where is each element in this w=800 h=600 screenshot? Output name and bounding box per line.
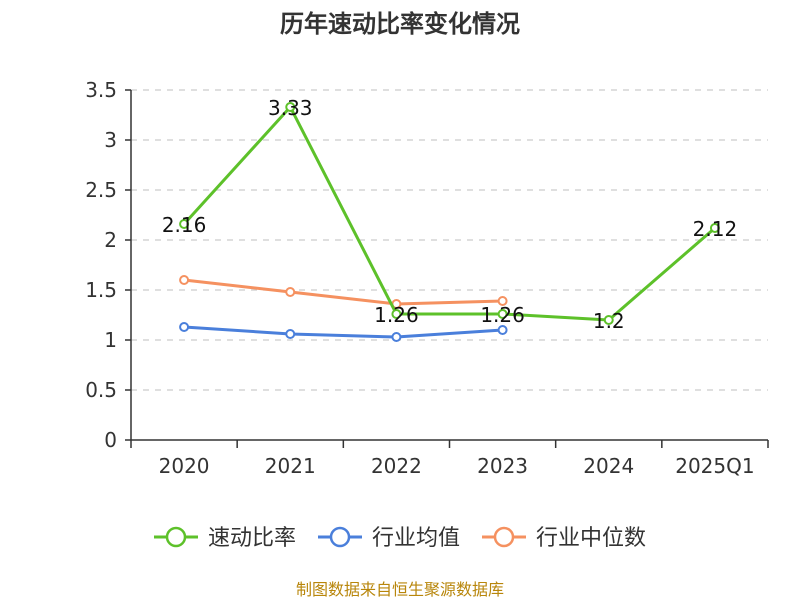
series-line-0 — [182, 105, 717, 322]
legend-label-1: 行业均值 — [372, 526, 460, 551]
y-tick-label-0: 0 — [104, 428, 117, 452]
y-tick-label-1: 0.5 — [85, 378, 117, 402]
y-tick-label-5: 2.5 — [85, 178, 117, 202]
series-2-point-1[interactable] — [285, 287, 296, 297]
series-0-point-5[interactable] — [709, 223, 720, 233]
series-0-point-4[interactable] — [603, 315, 614, 325]
series-1-point-2[interactable] — [391, 332, 402, 342]
legend-marker-1 — [329, 526, 351, 548]
y-tick-label-7: 3.5 — [85, 78, 117, 102]
axes: 0 0.5 1 1.5 2 2.5 3 3.5 2020 2021 2022 2023 2024 2025… — [85, 78, 769, 478]
data-label-2: 1.26 — [374, 303, 419, 327]
legend-marker-0 — [165, 526, 187, 548]
data-label-1: 3.33 — [268, 96, 313, 120]
legend-item-1[interactable]: 行业均值 — [318, 526, 460, 551]
data-label-5: 2.12 — [693, 217, 738, 241]
chart-title: 历年速动比率变化情况 — [280, 10, 520, 38]
data-label-0: 2.16 — [162, 213, 207, 237]
series-2-point-0[interactable] — [179, 275, 190, 285]
series-1-point-1[interactable] — [285, 329, 296, 339]
series-0-point-3[interactable] — [497, 309, 508, 319]
x-tick-label-0: 2020 — [159, 454, 210, 478]
series-1-point-3[interactable] — [497, 325, 508, 335]
y-tick-label-3: 1.5 — [85, 278, 117, 302]
series-0-point-1[interactable] — [285, 102, 296, 112]
series-line-2 — [182, 278, 505, 306]
legend[interactable]: 速动比率 行业均值 行业中位数 — [154, 526, 646, 551]
legend-item-2[interactable]: 行业中位数 — [482, 526, 646, 551]
y-tick-label-2: 1 — [104, 328, 117, 352]
legend-item-0[interactable]: 速动比率 — [154, 526, 296, 551]
grid-lines — [131, 89, 768, 391]
x-tick-label-5: 2025Q1 — [675, 454, 754, 478]
legend-label-2: 行业中位数 — [536, 526, 646, 551]
legend-label-0: 速动比率 — [208, 526, 296, 551]
data-label-4: 1.2 — [593, 309, 625, 333]
data-label-3: 1.26 — [480, 303, 525, 327]
series-0-point-0[interactable] — [179, 219, 190, 229]
x-tick-label-3: 2023 — [477, 454, 528, 478]
legend-marker-2 — [493, 526, 515, 548]
y-tick-label-6: 3 — [104, 128, 117, 152]
series-1-point-0[interactable] — [179, 322, 190, 332]
series-2-point-3[interactable] — [497, 296, 508, 306]
source-note: 制图数据来自恒生聚源数据库 — [296, 580, 504, 599]
x-tick-label-1: 2021 — [265, 454, 316, 478]
series-line-1 — [182, 325, 505, 339]
x-tick-label-2: 2022 — [371, 454, 422, 478]
series-lines — [179, 102, 720, 342]
y-tick-label-4: 2 — [104, 228, 117, 252]
x-tick-label-4: 2024 — [583, 454, 634, 478]
series-0-point-2[interactable] — [391, 309, 402, 319]
data-labels: 2.16 3.33 1.26 1.26 1.2 2.12 — [162, 96, 737, 333]
